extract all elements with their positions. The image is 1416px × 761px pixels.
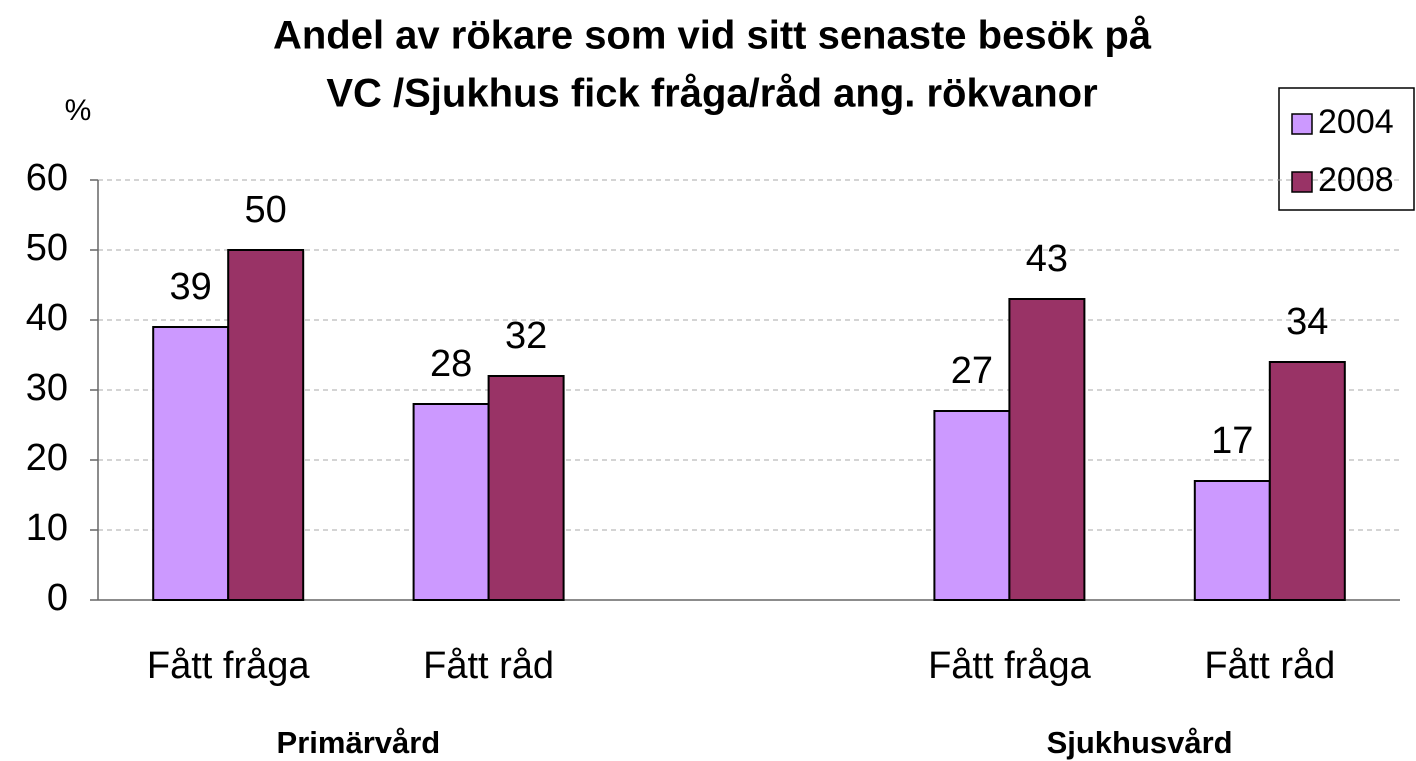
chart-title: Andel av rökare som vid sitt senaste bes…: [273, 14, 1152, 58]
y-axis-label: %: [65, 94, 92, 127]
value-label: 17: [1211, 420, 1253, 462]
legend-swatch: [1291, 171, 1313, 193]
bar: [933, 410, 1011, 601]
legend-swatch: [1291, 113, 1313, 135]
value-label: 34: [1286, 301, 1328, 343]
bar: [1008, 298, 1086, 601]
value-label: 32: [505, 315, 547, 357]
bar: [1193, 480, 1271, 601]
y-tick-label: 40: [26, 297, 68, 339]
y-tick-label: 50: [26, 227, 68, 269]
legend-label: 2004: [1318, 103, 1394, 141]
bar: [1268, 361, 1346, 601]
y-tick-label: 30: [26, 367, 68, 409]
y-tick-label: 20: [26, 437, 68, 479]
y-tick-label: 60: [26, 157, 68, 199]
x-tick-label: Fått fråga: [928, 645, 1091, 687]
bar: [487, 375, 565, 601]
bar: [412, 403, 490, 601]
value-label: 27: [951, 350, 993, 392]
x-tick-label: Fått råd: [1204, 645, 1335, 687]
legend-label: 2008: [1318, 161, 1394, 199]
group-label: Primärvård: [277, 725, 441, 760]
value-label: 28: [430, 343, 472, 385]
x-tick-label: Fått fråga: [147, 645, 310, 687]
bar: [227, 249, 305, 601]
chart-title: VC /Sjukhus fick fråga/råd ang. rökvanor: [326, 72, 1097, 116]
group-label: Sjukhusvård: [1047, 725, 1233, 760]
value-label: 43: [1026, 238, 1068, 280]
value-label: 50: [245, 189, 287, 231]
y-tick-label: 0: [47, 577, 68, 619]
y-tick-label: 10: [26, 507, 68, 549]
bar: [152, 326, 230, 601]
x-tick-label: Fått råd: [423, 645, 554, 687]
value-label: 39: [170, 266, 212, 308]
